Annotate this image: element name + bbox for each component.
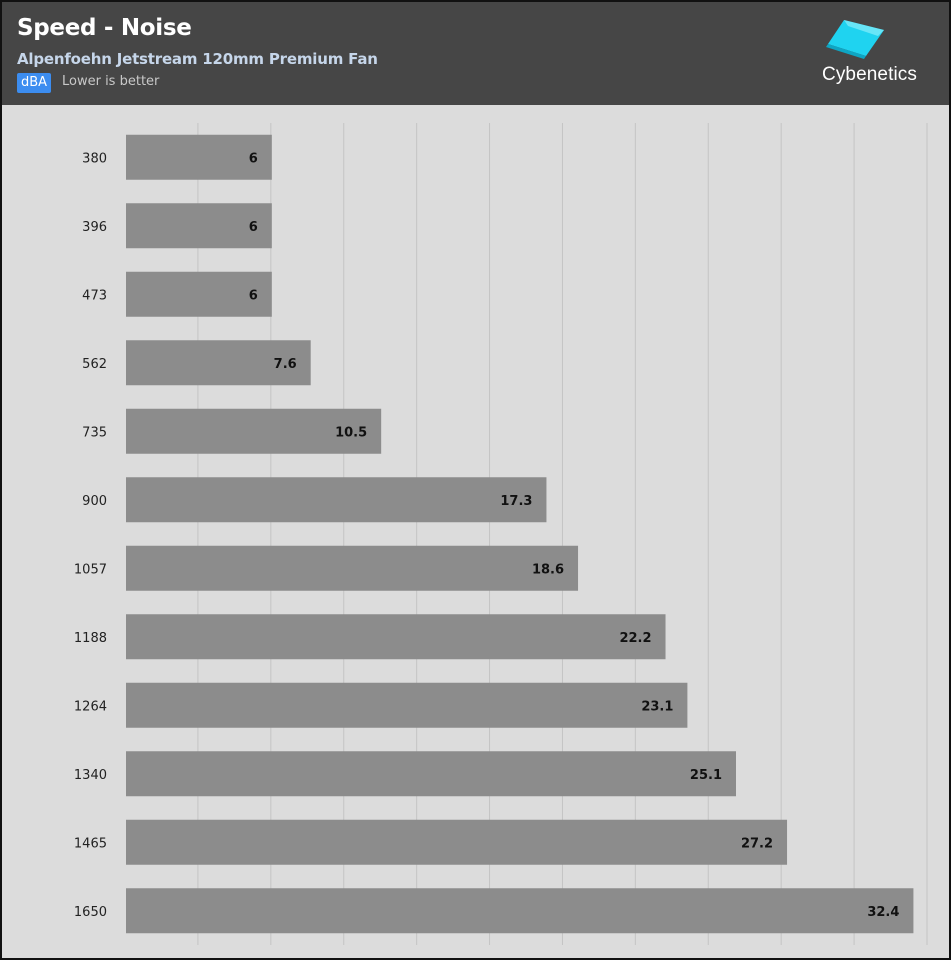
bar-value-label: 25.1 [690,768,722,783]
bar [126,271,272,317]
bar-value-label: 6 [249,220,258,235]
bar-value-label: 17.3 [500,494,532,509]
bar [126,477,547,523]
bar [126,134,272,180]
y-tick-label: 562 [82,357,107,372]
bar [126,408,382,454]
y-tick-label: 396 [82,220,107,235]
y-tick-label: 735 [82,425,107,440]
y-tick-label: 380 [82,151,107,166]
y-tick-label: 900 [82,494,107,509]
chart-header: Speed - Noise Alpenfoehn Jetstream 120mm… [2,2,949,105]
lower-is-better-note: Lower is better [62,74,160,89]
bar-value-label: 6 [249,151,258,166]
y-tick-label: 1340 [74,768,107,783]
bar-value-label: 23.1 [641,699,673,714]
y-tick-label: 1264 [74,699,107,714]
y-tick-label: 473 [82,288,107,303]
y-tick-label: 1188 [74,631,107,646]
bar-value-label: 27.2 [741,836,773,851]
bar [126,203,272,249]
y-tick-label: 1057 [74,562,107,577]
bar [126,819,788,865]
bar-value-label: 22.2 [619,631,651,646]
logo-text: Cybenetics [822,64,917,85]
bar-value-label: 10.5 [335,425,367,440]
cybenetics-logo: Cybenetics [814,16,934,90]
bar [126,682,688,728]
bar [126,545,579,591]
bar-value-label: 7.6 [274,357,297,372]
bar [126,888,914,934]
cybenetics-logo-icon [826,20,884,59]
bar-value-label: 32.4 [867,905,899,920]
bar-value-label: 18.6 [532,562,564,577]
chart-title: Speed - Noise [17,15,192,41]
y-tick-label: 1650 [74,905,107,920]
bar-chart: 380 6 396 6 473 6 562 7.6 735 10.5 900 17.3 1057 18.6… [74,123,928,945]
bar-value-label: 6 [249,288,258,303]
chart-subtitle: Alpenfoehn Jetstream 120mm Premium Fan [17,50,378,68]
y-tick-label: 1465 [74,836,107,851]
bar [126,751,737,797]
bar [126,614,666,660]
unit-badge: dBA [17,73,52,93]
bar [126,340,311,386]
